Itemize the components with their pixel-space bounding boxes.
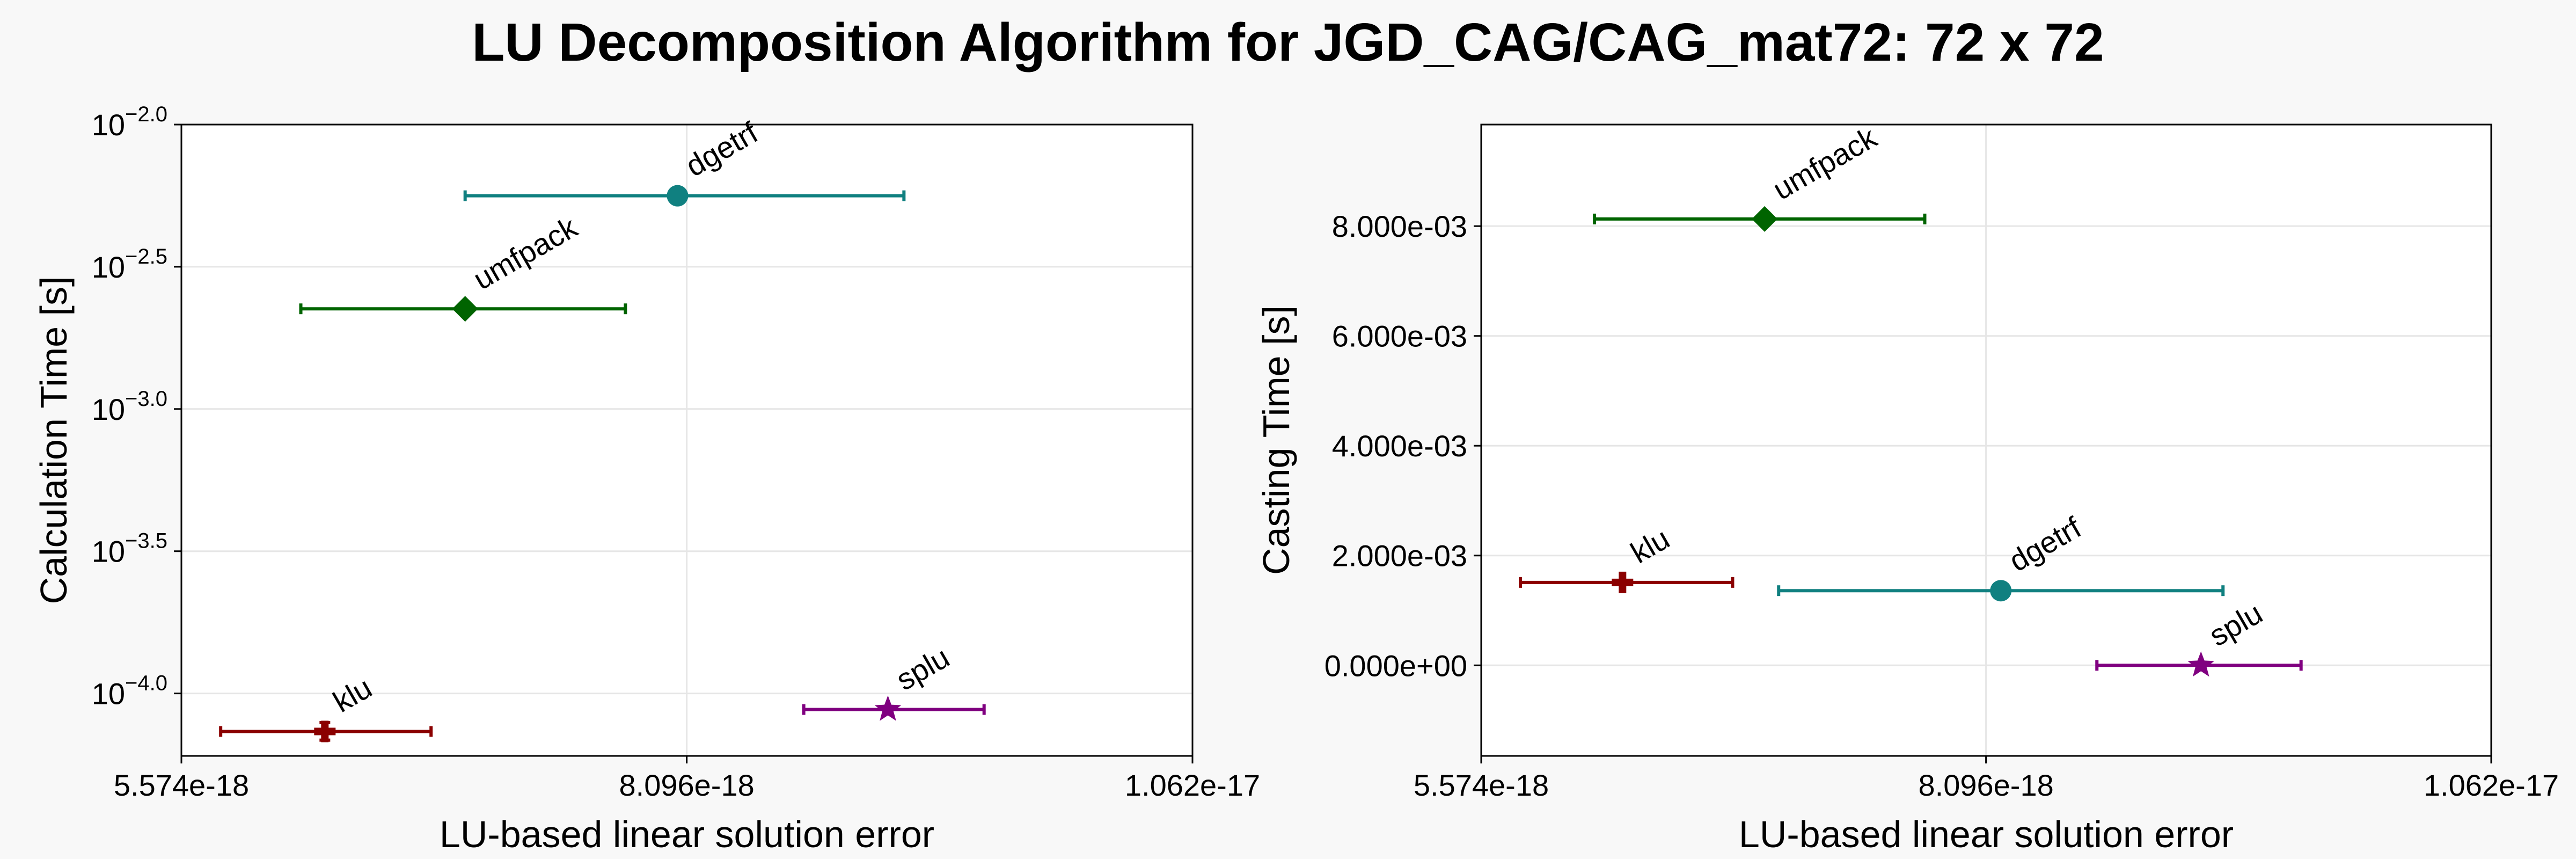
- x-tick-label: 5.574e-18: [114, 768, 249, 802]
- y-axis-label: Calculation Time [s]: [33, 276, 75, 605]
- y-tick-label: 2.000e-03: [1332, 539, 1467, 573]
- y-tick-label: 10−3.0: [92, 387, 167, 426]
- plus-marker: [1619, 571, 1627, 593]
- y-tick-label: 6.000e-03: [1332, 319, 1467, 353]
- diamond-marker: [452, 296, 478, 322]
- x-tick-label: 1.062e-17: [2424, 768, 2559, 802]
- x-tick-label: 8.096e-18: [1919, 768, 2054, 802]
- y-tick-label: 10−2.5: [92, 245, 167, 284]
- x-axis-label: LU-based linear solution error: [440, 813, 934, 855]
- y-tick-label: 0.000e+00: [1324, 649, 1467, 682]
- y-tick-label: 8.000e-03: [1332, 209, 1467, 243]
- x-axis-label: LU-based linear solution error: [1739, 813, 2234, 855]
- y-axis-label: Casting Time [s]: [1255, 305, 1297, 575]
- x-tick-label: 1.062e-17: [1125, 768, 1260, 802]
- y-tick-label: 10−2.0: [92, 103, 167, 142]
- diamond-marker: [1752, 206, 1778, 232]
- circle-marker: [667, 185, 689, 207]
- plus-marker: [321, 720, 329, 742]
- y-tick-label: 10−4.0: [92, 672, 167, 711]
- page-title: LU Decomposition Algorithm for JGD_CAG/C…: [472, 12, 2104, 72]
- y-tick-label: 10−3.5: [92, 529, 167, 569]
- x-tick-label: 8.096e-18: [619, 768, 755, 802]
- x-tick-label: 5.574e-18: [1414, 768, 1549, 802]
- star-marker: [874, 695, 902, 721]
- chart-panel-left: 5.574e-18 8.096e-18 1.062e-17 10−2.0 10−2.5 1…: [33, 103, 1260, 855]
- circle-marker: [1990, 580, 2012, 602]
- star-marker: [2187, 651, 2214, 677]
- chart-panel-right: 5.574e-18 8.096e-18 1.062e-17 0.000e+00 2.00…: [1255, 120, 2559, 855]
- y-tick-label: 4.000e-03: [1332, 429, 1467, 463]
